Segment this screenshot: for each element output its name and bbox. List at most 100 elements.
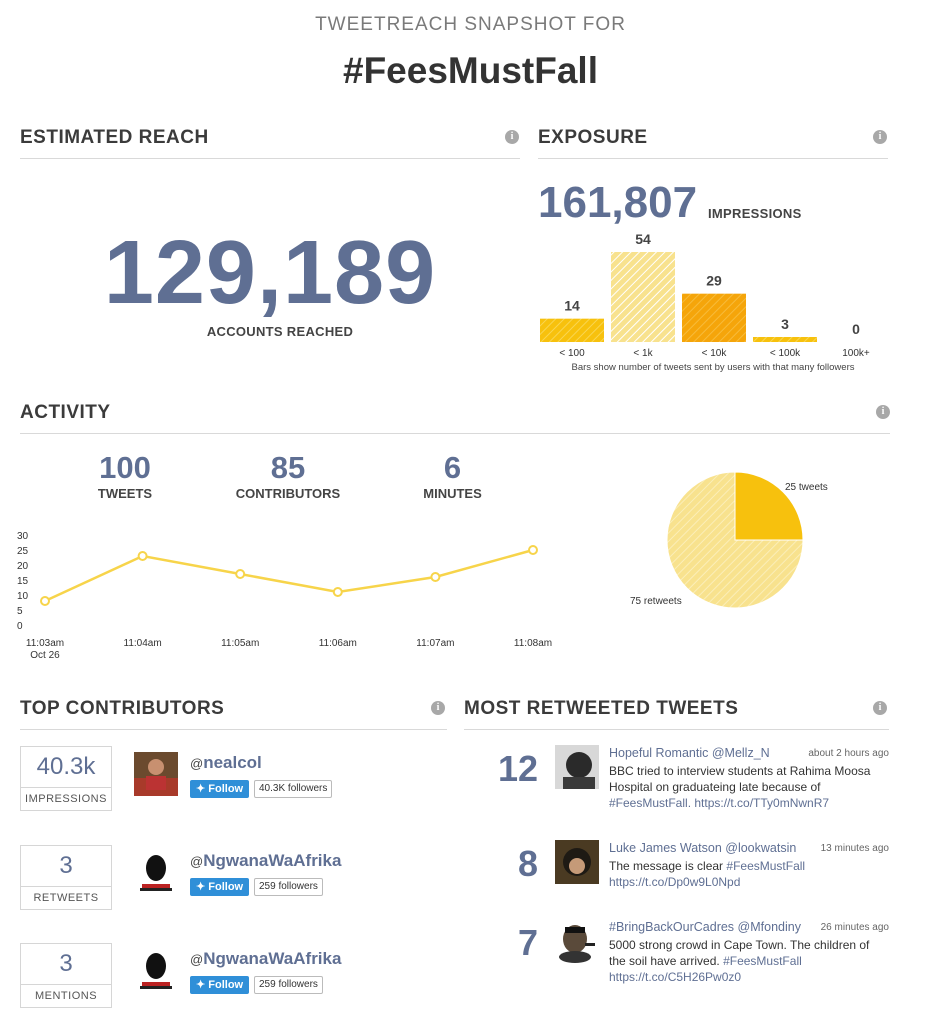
hashtag-title: #FeesMustFall — [0, 50, 941, 92]
x-tick-label: 11:05am — [221, 638, 259, 649]
follow-button[interactable]: ✦ Follow — [190, 976, 249, 994]
activity-point[interactable] — [41, 597, 49, 605]
x-tick-label: 11:03am — [26, 638, 64, 649]
exposure-bar — [682, 294, 746, 342]
tweet-hashtag[interactable]: #FeesMustFall — [726, 859, 805, 873]
tweet-author[interactable]: Luke James Watson @lookwatsin — [609, 841, 796, 855]
tweet-link[interactable]: #FeesMustFall. https://t.co/TTy0mNwnR7 — [609, 796, 829, 810]
exposure-bar-chart: 14< 10054< 1k29< 10k3< 100k0100k+ — [530, 225, 890, 375]
activity-point[interactable] — [139, 552, 147, 560]
avatar[interactable] — [555, 919, 599, 963]
y-tick-label: 5 — [17, 606, 23, 617]
contributor-metric-box: 40.3k IMPRESSIONS — [20, 746, 112, 811]
activity-line — [45, 550, 533, 601]
activity-point[interactable] — [334, 588, 342, 596]
twitter-bird-icon: ✦ — [196, 881, 205, 893]
follow-button[interactable]: ✦ Follow — [190, 780, 249, 798]
bar-value-label: 0 — [852, 321, 860, 337]
handle-text: nealcol — [203, 753, 262, 772]
tweet-text: The message is clear #FeesMustFall https… — [609, 858, 889, 890]
stat-value: 85 — [218, 450, 358, 486]
bar-category-label: 100k+ — [842, 348, 870, 359]
info-icon[interactable]: i — [873, 130, 887, 144]
exposure-note: Bars show number of tweets sent by users… — [538, 362, 888, 373]
x-tick-label: 11:06am — [319, 638, 357, 649]
exposure-title: EXPOSURE — [538, 127, 648, 149]
reach-value: 129,189 — [20, 222, 520, 325]
info-icon[interactable]: i — [876, 405, 890, 419]
retweet-count: 12 — [488, 748, 538, 790]
metric-value: 3 — [21, 944, 111, 984]
contributor-metric-box: 3 MENTIONS — [20, 943, 112, 1008]
tweet-time: 26 minutes ago — [780, 922, 889, 933]
tweet-link[interactable]: https://t.co/Dp0w9L0Npd — [609, 875, 740, 889]
impressions-label: IMPRESSIONS — [708, 206, 802, 221]
stat-label: TWEETS — [65, 486, 185, 501]
x-tick-label: 11:07am — [416, 638, 454, 649]
bar-value-label: 29 — [706, 273, 722, 289]
estimated-reach-title: ESTIMATED REACH — [20, 127, 209, 149]
avatar[interactable] — [134, 752, 178, 796]
tweet-link[interactable]: https://t.co/C5H26Pw0z0 — [609, 970, 741, 984]
info-icon[interactable]: i — [431, 701, 445, 715]
tweet-hashtag[interactable]: #FeesMustFall — [723, 954, 802, 968]
avatar[interactable] — [555, 840, 599, 884]
stat-tweets: 100 TWEETS — [65, 450, 185, 501]
activity-pie-chart: 25 tweets 75 retweets — [600, 465, 860, 615]
info-icon[interactable]: i — [873, 701, 887, 715]
contributor-handle[interactable]: @nealcol — [190, 753, 262, 773]
tweet-author[interactable]: #BringBackOurCadres @Mfondiny — [609, 920, 801, 934]
metric-label: IMPRESSIONS — [21, 787, 111, 810]
tweet-text: 5000 strong crowd in Cape Town. The chil… — [609, 937, 889, 985]
handle-text: NgwanaWaAfrika — [203, 851, 341, 870]
y-tick-label: 10 — [17, 591, 29, 602]
reach-caption: ACCOUNTS REACHED — [20, 324, 540, 339]
avatar[interactable] — [134, 948, 178, 992]
divider — [20, 729, 447, 730]
exposure-bar — [753, 337, 817, 342]
follow-label: Follow — [208, 783, 243, 795]
retweet-count: 7 — [488, 922, 538, 964]
stat-minutes: 6 MINUTES — [400, 450, 505, 501]
bar-value-label: 14 — [564, 298, 580, 314]
tweet-body: The message is clear — [609, 859, 723, 873]
contributor-handle[interactable]: @NgwanaWaAfrika — [190, 949, 341, 969]
twitter-bird-icon: ✦ — [196, 979, 205, 991]
avatar[interactable] — [555, 745, 599, 789]
contributor-handle[interactable]: @NgwanaWaAfrika — [190, 851, 341, 871]
info-icon[interactable]: i — [505, 130, 519, 144]
most-retweeted-title: MOST RETWEETED TWEETS — [464, 698, 738, 720]
follow-button[interactable]: ✦ Follow — [190, 878, 249, 896]
tweet-text: BBC tried to interview students at Rahim… — [609, 763, 889, 811]
tweet-author[interactable]: Hopeful Romantic @Mellz_N — [609, 746, 770, 760]
x-tick-label: 11:04am — [124, 638, 162, 649]
author-name: Luke James Watson — [609, 841, 722, 855]
top-contributors-title: TOP CONTRIBUTORS — [20, 698, 224, 720]
y-tick-label: 20 — [17, 561, 29, 572]
activity-point[interactable] — [529, 546, 537, 554]
stat-value: 100 — [65, 450, 185, 486]
author-name: #BringBackOurCadres — [609, 920, 734, 934]
y-tick-label: 25 — [17, 546, 29, 557]
followers-count: 259 followers — [254, 878, 323, 896]
bar-category-label: < 10k — [702, 348, 728, 359]
y-tick-label: 15 — [17, 576, 29, 587]
metric-label: MENTIONS — [21, 984, 111, 1007]
bar-value-label: 54 — [635, 231, 651, 247]
followers-count: 40.3K followers — [254, 780, 332, 798]
follow-label: Follow — [208, 881, 243, 893]
followers-count: 259 followers — [254, 976, 323, 994]
stat-value: 6 — [400, 450, 505, 486]
activity-point[interactable] — [236, 570, 244, 578]
bar-category-label: < 1k — [633, 348, 653, 359]
pie-label: 75 retweets — [630, 596, 682, 607]
divider — [20, 433, 890, 434]
retweet-count: 8 — [488, 843, 538, 885]
avatar[interactable] — [134, 850, 178, 894]
follow-label: Follow — [208, 979, 243, 991]
handle-text: NgwanaWaAfrika — [203, 949, 341, 968]
bar-category-label: < 100 — [559, 348, 585, 359]
activity-point[interactable] — [431, 573, 439, 581]
metric-value: 40.3k — [21, 747, 111, 787]
